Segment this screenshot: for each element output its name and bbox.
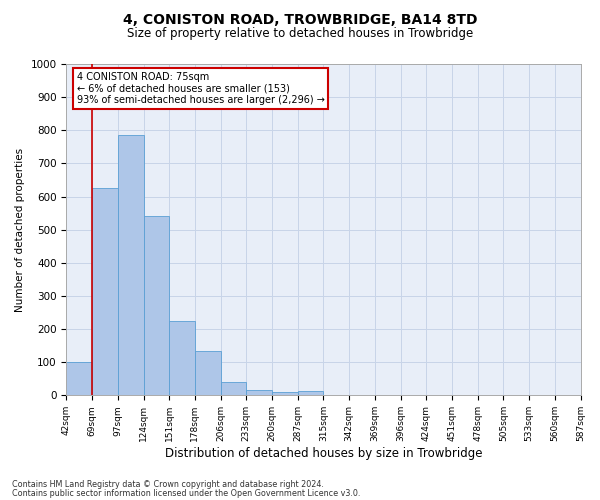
X-axis label: Distribution of detached houses by size in Trowbridge: Distribution of detached houses by size … xyxy=(165,447,482,460)
Bar xyxy=(247,390,272,396)
Bar xyxy=(195,350,221,396)
Text: 4, CONISTON ROAD, TROWBRIDGE, BA14 8TD: 4, CONISTON ROAD, TROWBRIDGE, BA14 8TD xyxy=(123,12,477,26)
Bar xyxy=(92,188,118,396)
Text: 4 CONISTON ROAD: 75sqm
← 6% of detached houses are smaller (153)
93% of semi-det: 4 CONISTON ROAD: 75sqm ← 6% of detached … xyxy=(77,72,325,106)
Text: Contains HM Land Registry data © Crown copyright and database right 2024.: Contains HM Land Registry data © Crown c… xyxy=(12,480,324,489)
Bar xyxy=(272,392,298,396)
Y-axis label: Number of detached properties: Number of detached properties xyxy=(15,148,25,312)
Bar xyxy=(221,382,247,396)
Text: Contains public sector information licensed under the Open Government Licence v3: Contains public sector information licen… xyxy=(12,488,361,498)
Bar xyxy=(118,135,143,396)
Bar xyxy=(67,362,92,396)
Text: Size of property relative to detached houses in Trowbridge: Size of property relative to detached ho… xyxy=(127,28,473,40)
Bar xyxy=(143,216,169,396)
Bar xyxy=(169,321,195,396)
Bar xyxy=(298,392,323,396)
